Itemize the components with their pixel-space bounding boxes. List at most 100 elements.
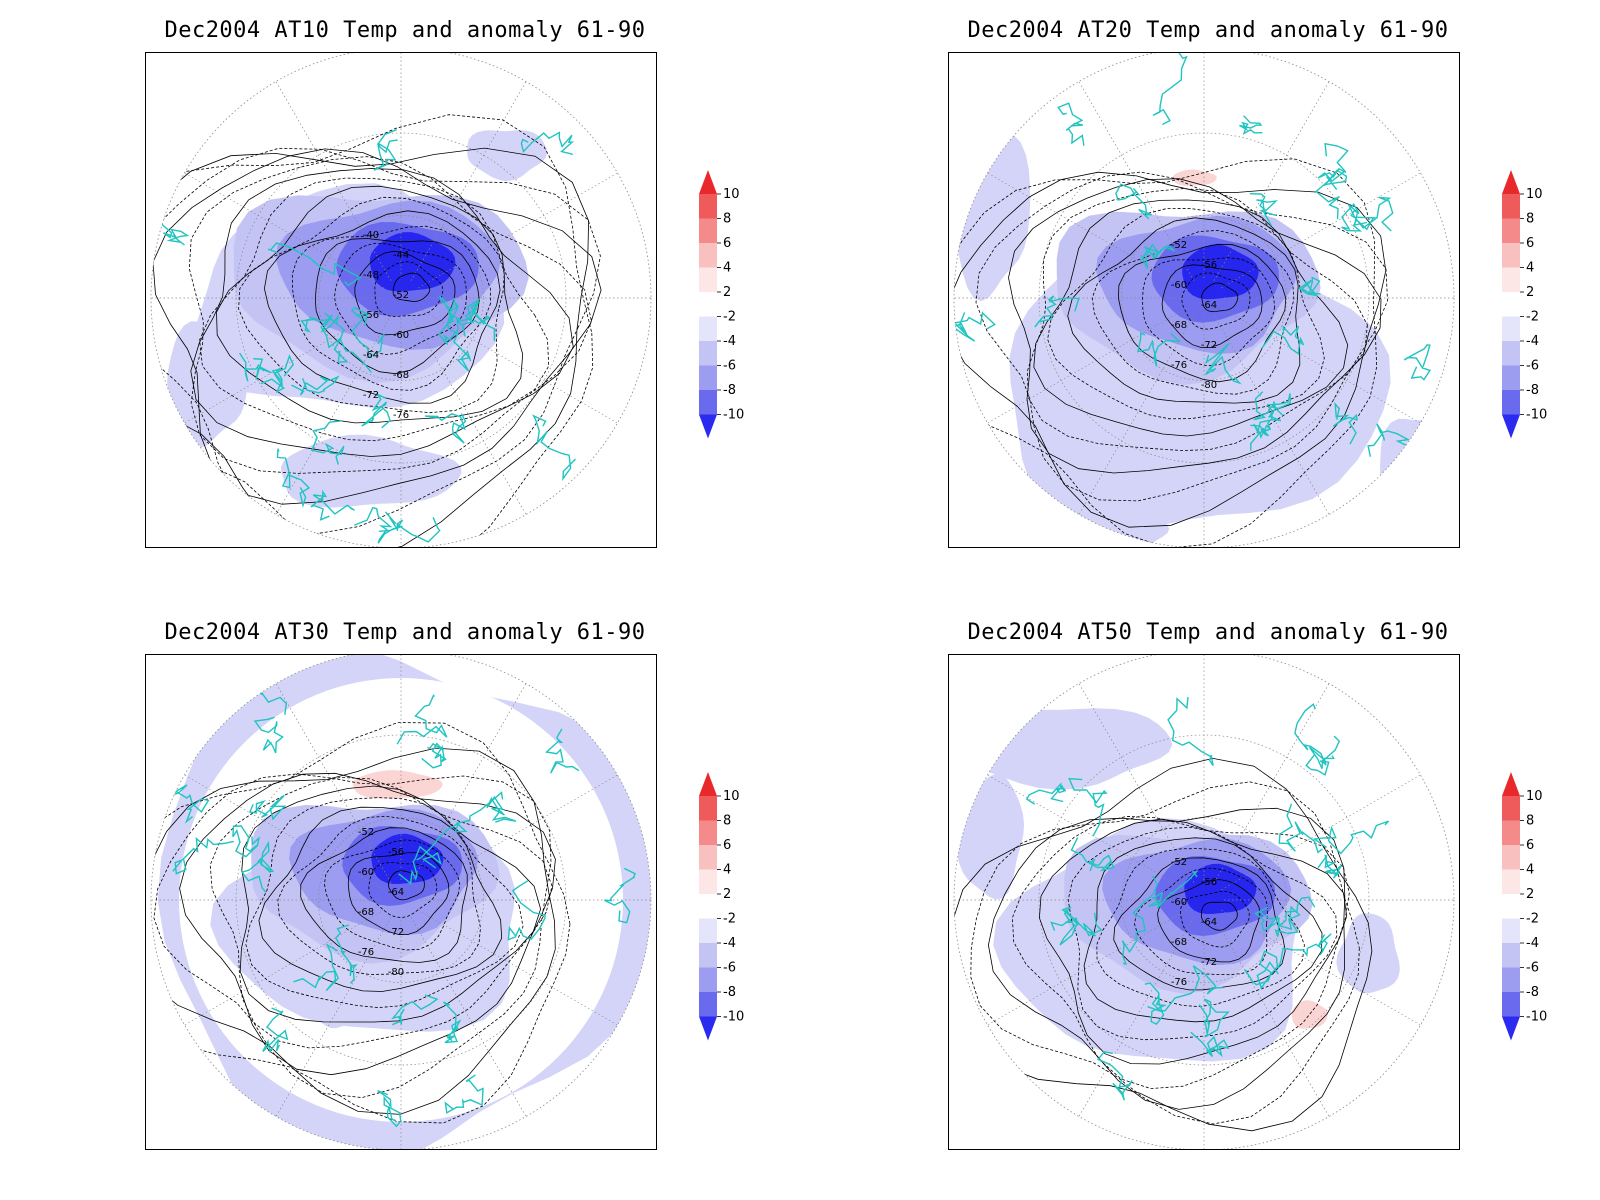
temperature-contour [987,807,1346,1110]
coastline [507,880,546,941]
coastline [1198,998,1230,1038]
colorbar-label: -4 [723,334,736,349]
colorbar-arrow-bottom [1502,414,1520,439]
panel-title: Dec2004 AT20 Temp and anomaly 61-90 [967,18,1449,43]
temperature-contour [263,210,501,404]
colorbar-arrow-bottom [699,414,717,439]
coastline [532,414,576,482]
colorbar-label: 4 [723,261,731,276]
contour-label: -60 [358,867,374,878]
contour-label: -64 [1201,300,1217,311]
coastline [1070,837,1115,872]
contour-label: -64 [363,350,379,361]
coastline [384,511,441,543]
coastline [1332,401,1358,445]
temperature-contour [1161,264,1263,349]
colorbar-box [699,820,717,845]
anomaly-colorbar: 10 8 6 4 2 -2 -4 -6 -8 -10 [1498,168,1558,458]
contour-label: -52 [358,827,374,838]
polar-map-svg: -40 -44 -48 -52 -56 -60 -64 -68 -72 -76 [150,53,652,547]
coastline [391,994,439,1026]
colorbar-label: -6 [723,961,736,976]
colorbar-box [699,365,717,390]
colorbar-label: -10 [1526,1010,1547,1025]
colorbar-label: -8 [723,383,736,398]
temperature-contour [258,806,503,992]
colorbar-box [699,918,717,943]
anomaly-shading [352,770,443,799]
coastline [954,311,996,342]
panel-at10: Dec2004 AT10 Temp and anomaly 61-90 -40-… [145,18,785,578]
coastline [241,840,274,893]
coastline [1315,169,1348,220]
coastline [1025,782,1067,805]
colorbar-arrow-top [699,170,717,194]
colorbar-label: 8 [723,212,731,227]
contour-label: -76 [1171,977,1187,988]
colorbar-box [1502,267,1520,292]
colorbar-box [699,390,717,415]
temperature-contour [975,171,1388,502]
temperature-contour [291,225,492,391]
coastline [520,131,575,155]
coastline [350,306,385,359]
coastline [1254,906,1287,937]
temperature-contour [1047,208,1325,420]
coastline [424,413,467,444]
colorbar-box [1502,820,1520,845]
coastline [398,845,443,885]
colorbar-box [1502,918,1520,943]
colorbar-label: -2 [1526,310,1539,325]
anomaly-shading [167,321,248,449]
colorbar-box [699,341,717,366]
polar-map-svg: -52 -56 -60 -64 -68 -72 -76 [953,655,1455,1149]
colorbar-arrow-top [1502,170,1520,194]
coastline [1167,696,1214,766]
temperature-contour [368,862,438,919]
anomaly-shading [371,833,444,884]
colorbar-label: 6 [1526,838,1534,853]
coastline [1137,331,1181,367]
colorbar-label: -2 [723,310,736,325]
colorbar-label: -8 [1526,383,1539,398]
colorbar-box [1502,796,1520,821]
anomaly-colorbar: 10 8 6 4 2 -2 -4 -6 -8 -10 [695,168,755,458]
panel-at50: Dec2004 AT50 Temp and anomaly 61-90 -52-… [948,620,1588,1180]
colorbar-box [1502,869,1520,894]
temperature-contour [151,114,594,547]
temperature-contour [1179,890,1250,948]
temperature-contour [314,238,480,375]
contour-label: -72 [1201,957,1217,968]
colorbar-arrow-top [1502,772,1520,796]
colorbar-label: 2 [1526,285,1534,300]
temperature-contour [1181,272,1251,330]
colorbar-svg: 10 8 6 4 2 -2 -4 -6 -8 -10 [1502,772,1547,1041]
temperature-contour [239,785,542,1023]
map-boundary [150,53,652,547]
colorbar-label: -2 [1526,912,1539,927]
coastline [310,489,355,521]
colorbar-box [1502,992,1520,1017]
anomaly-shading [1291,1000,1328,1029]
coastline [293,943,340,992]
temperature-contour [1201,282,1239,313]
contour-label: -60 [393,330,409,341]
temperature-contour [1117,243,1287,383]
temperature-contour [1200,901,1238,931]
temperature-contour [209,776,553,1049]
colorbar-box [699,943,717,968]
coastline [486,795,517,823]
polar-map-svg: -52 -56 -60 -64 -68 -72 -76 -80 [150,655,652,1149]
colorbar-box [699,218,717,243]
coastline [291,375,340,396]
coastline [1115,183,1152,220]
map-boundary [150,655,652,1149]
colorbar-label: 4 [1526,261,1534,276]
contour-label: -56 [363,310,379,321]
colorbar-label: -6 [1526,961,1539,976]
coastline [445,298,481,324]
colorbar-box [699,894,717,919]
anomaly-shading [369,232,456,292]
temperature-contour [954,171,1387,528]
anomaly-shading [280,434,462,508]
